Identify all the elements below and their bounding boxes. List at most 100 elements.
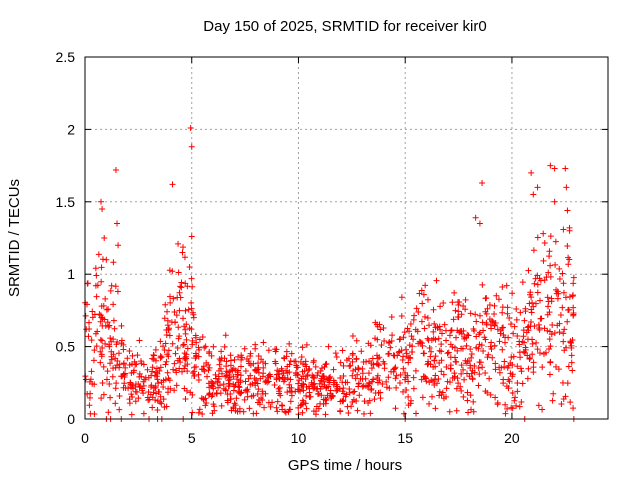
data-point	[180, 244, 187, 251]
data-point	[355, 364, 362, 371]
data-point	[514, 388, 521, 395]
data-point	[371, 396, 378, 403]
data-point	[169, 340, 176, 347]
data-point	[396, 379, 403, 386]
data-point	[86, 378, 93, 385]
data-point	[121, 380, 128, 387]
data-point	[368, 387, 375, 394]
data-point	[470, 398, 477, 405]
data-point	[110, 301, 117, 308]
data-point	[161, 347, 168, 354]
data-point	[148, 382, 155, 389]
data-point	[522, 344, 529, 351]
data-point	[345, 355, 352, 362]
data-point	[397, 335, 404, 342]
data-point	[356, 392, 363, 399]
data-point	[127, 379, 134, 386]
data-point	[418, 318, 425, 325]
data-point	[560, 289, 567, 296]
data-point	[418, 376, 425, 383]
data-point	[258, 395, 265, 402]
data-point	[539, 406, 546, 413]
data-point	[326, 374, 333, 381]
data-point	[449, 299, 456, 306]
data-point	[144, 394, 151, 401]
data-point	[420, 373, 427, 380]
data-point	[163, 331, 170, 338]
data-point	[541, 239, 548, 246]
data-point	[428, 348, 435, 355]
data-point	[429, 393, 436, 400]
data-point	[460, 303, 467, 310]
data-point	[186, 325, 193, 332]
data-point	[354, 371, 361, 378]
data-point	[501, 358, 508, 365]
data-point	[488, 317, 495, 324]
data-point	[332, 350, 339, 357]
data-point	[327, 373, 334, 380]
data-point	[484, 305, 491, 312]
data-point	[227, 362, 234, 369]
data-point	[540, 257, 547, 264]
data-point	[509, 290, 516, 297]
data-point	[157, 393, 164, 400]
data-point	[404, 325, 411, 332]
data-point	[238, 352, 245, 359]
data-point	[370, 361, 377, 368]
data-point	[446, 332, 453, 339]
data-point	[160, 343, 167, 350]
data-point	[138, 360, 145, 367]
data-point	[405, 354, 412, 361]
data-point	[195, 377, 202, 384]
data-point	[136, 370, 143, 377]
data-point	[100, 363, 107, 370]
data-point	[254, 391, 261, 398]
data-point	[470, 325, 477, 332]
data-point	[456, 329, 463, 336]
data-point	[303, 405, 310, 412]
data-point	[539, 364, 546, 371]
data-point	[116, 406, 123, 413]
data-point	[166, 377, 173, 384]
data-point	[552, 261, 559, 268]
data-point	[118, 322, 125, 329]
data-point	[430, 328, 437, 335]
data-point	[529, 340, 536, 347]
data-point	[431, 320, 438, 327]
data-point	[318, 377, 325, 384]
data-point	[479, 281, 486, 288]
data-point	[451, 370, 458, 377]
data-point	[247, 353, 254, 360]
data-point	[524, 375, 531, 382]
data-point	[441, 321, 448, 328]
data-point	[99, 345, 106, 352]
data-point	[129, 394, 136, 401]
data-point	[504, 364, 511, 371]
data-point	[520, 333, 527, 340]
data-point	[189, 337, 196, 344]
data-point	[397, 371, 404, 378]
data-point	[286, 406, 293, 413]
data-point	[188, 275, 195, 282]
data-point	[114, 288, 121, 295]
data-point	[325, 343, 332, 350]
data-point	[488, 339, 495, 346]
data-point	[113, 380, 120, 387]
data-point	[560, 226, 567, 233]
data-point	[314, 390, 321, 397]
data-point	[301, 367, 308, 374]
data-point	[388, 314, 395, 321]
data-point	[183, 321, 190, 328]
data-point	[405, 402, 412, 409]
data-point	[339, 347, 346, 354]
data-point	[212, 371, 219, 378]
data-point	[547, 233, 554, 240]
data-point	[499, 346, 506, 353]
data-point	[98, 264, 105, 271]
data-point	[399, 388, 406, 395]
data-point	[86, 402, 93, 409]
data-point	[165, 326, 172, 333]
data-point	[252, 341, 259, 348]
data-point	[195, 409, 202, 416]
data-point	[457, 383, 464, 390]
